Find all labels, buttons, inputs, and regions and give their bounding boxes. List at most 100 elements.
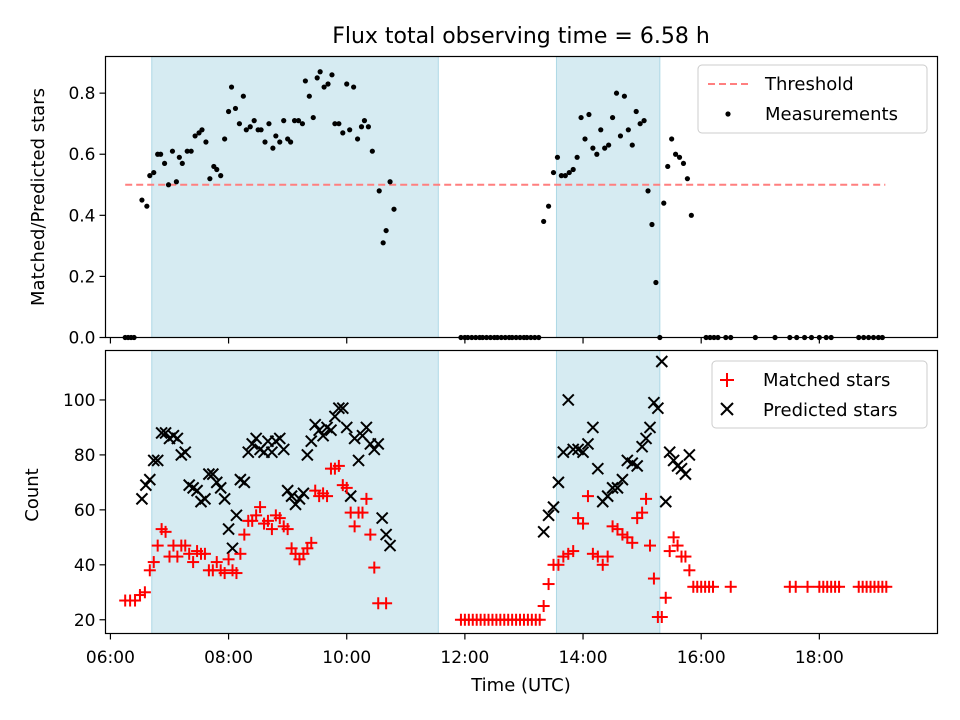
measurement-point bbox=[207, 176, 213, 182]
legend-measurements-swatch bbox=[725, 111, 731, 117]
measurement-point bbox=[329, 72, 335, 78]
measurement-point bbox=[340, 130, 346, 136]
matched-stars-point bbox=[321, 490, 334, 503]
predicted-stars-point bbox=[581, 437, 595, 451]
predicted-stars-point bbox=[312, 423, 326, 437]
predicted-stars-point bbox=[151, 454, 164, 467]
matched-stars-point bbox=[261, 514, 274, 527]
matched-stars-point bbox=[348, 520, 361, 533]
predicted-stars-point bbox=[179, 445, 192, 459]
measurement-point bbox=[354, 136, 361, 142]
measurement-point bbox=[365, 124, 371, 130]
predicted-stars-point bbox=[562, 393, 575, 407]
predicted-stars-point bbox=[651, 401, 665, 415]
matched-stars-point bbox=[356, 506, 369, 519]
predicted-stars-point bbox=[218, 492, 231, 506]
predicted-stars-points bbox=[135, 355, 696, 555]
matched-stars-point bbox=[183, 547, 196, 560]
predicted-stars-point bbox=[683, 448, 696, 462]
measurement-point bbox=[325, 81, 331, 87]
measurement-point bbox=[258, 127, 264, 133]
measurement-point bbox=[582, 136, 588, 142]
matched-stars-point bbox=[305, 536, 318, 549]
matched-stars-point bbox=[577, 517, 590, 530]
legend-threshold-label: Threshold bbox=[764, 74, 854, 95]
measurement-point bbox=[358, 124, 365, 130]
predicted-stars-point bbox=[249, 432, 263, 445]
measurement-point bbox=[566, 169, 572, 176]
measurement-point bbox=[613, 90, 620, 96]
predicted-stars-point bbox=[293, 492, 306, 506]
matched-stars-point bbox=[179, 539, 192, 552]
x-tick-label: 18:00 bbox=[795, 648, 844, 668]
measurement-point bbox=[225, 108, 232, 115]
measurement-point bbox=[222, 136, 228, 142]
measurement-point bbox=[151, 169, 157, 176]
measurement-point bbox=[550, 169, 557, 176]
matched-stars-point bbox=[659, 591, 672, 604]
measurement-point bbox=[332, 121, 338, 127]
predicted-stars-point bbox=[659, 495, 672, 508]
measurement-point bbox=[578, 114, 584, 121]
x-tick-label: 14:00 bbox=[559, 648, 608, 668]
legend-predicted-swatch bbox=[720, 402, 734, 416]
predicted-stars-point bbox=[143, 473, 157, 486]
bottom-axes-frame bbox=[104, 349, 939, 635]
measurement-point bbox=[633, 108, 639, 115]
matched-stars-point bbox=[679, 550, 692, 563]
predicted-stars-point bbox=[643, 421, 657, 434]
matched-stars-point bbox=[643, 539, 656, 552]
matched-stars-point bbox=[171, 550, 184, 563]
top-y-tick-label: 0.2 bbox=[68, 267, 95, 287]
matched-stars-point bbox=[364, 528, 377, 541]
bottom-y-tick-label: 80 bbox=[74, 446, 96, 466]
measurement-point bbox=[617, 133, 624, 139]
predicted-stars-point bbox=[616, 473, 629, 486]
matched-stars-point bbox=[667, 531, 680, 544]
predicted-stars-point bbox=[679, 467, 692, 481]
measurement-point bbox=[144, 203, 150, 209]
predicted-stars-point bbox=[611, 481, 624, 495]
predicted-stars-point bbox=[601, 489, 614, 503]
matched-stars-point bbox=[198, 547, 211, 560]
measurement-point bbox=[314, 75, 320, 81]
measurement-point bbox=[273, 133, 279, 139]
measurement-point bbox=[602, 145, 608, 151]
measurement-point bbox=[629, 142, 635, 148]
matched-stars-point bbox=[332, 459, 345, 472]
x-tick-label: 06:00 bbox=[86, 648, 135, 668]
bottom-y-tick-label: 20 bbox=[74, 611, 96, 631]
predicted-stars-point bbox=[135, 492, 149, 506]
measurement-point bbox=[199, 127, 205, 133]
measurement-point bbox=[169, 148, 176, 154]
matched-stars-point bbox=[281, 523, 294, 536]
measurement-point bbox=[218, 173, 224, 179]
measurement-point bbox=[158, 151, 164, 157]
predicted-stars-point bbox=[301, 448, 314, 462]
measurement-point bbox=[594, 151, 600, 157]
measurement-point bbox=[291, 118, 298, 124]
measurement-point bbox=[321, 84, 327, 90]
top-y-ticks: 0.0 0.2 0.4 0.6 0.8 bbox=[68, 84, 106, 349]
measurement-point bbox=[161, 160, 168, 167]
predicted-stars-point bbox=[547, 500, 560, 514]
top-y-tick-label: 0.6 bbox=[68, 145, 95, 165]
matched-stars-point bbox=[218, 567, 231, 580]
top-panel: 0.00.20.40.60.8 Matched/Predicted stars … bbox=[28, 55, 939, 349]
matched-stars-point bbox=[601, 550, 614, 563]
measurement-point bbox=[570, 166, 576, 173]
matched-stars-point bbox=[254, 501, 267, 514]
measurement-point bbox=[302, 78, 308, 84]
measurement-point bbox=[637, 121, 643, 127]
measurement-point bbox=[380, 240, 386, 246]
measurement-point bbox=[232, 105, 239, 112]
x-tick-label: 12:00 bbox=[440, 648, 489, 668]
measurement-point bbox=[139, 197, 145, 203]
measurement-point bbox=[688, 212, 694, 218]
predicted-stars-point bbox=[210, 476, 223, 489]
x-tick-label: 10:00 bbox=[322, 648, 371, 668]
measurement-point bbox=[562, 173, 568, 179]
measurement-point bbox=[347, 127, 353, 133]
measurement-point bbox=[295, 118, 302, 124]
